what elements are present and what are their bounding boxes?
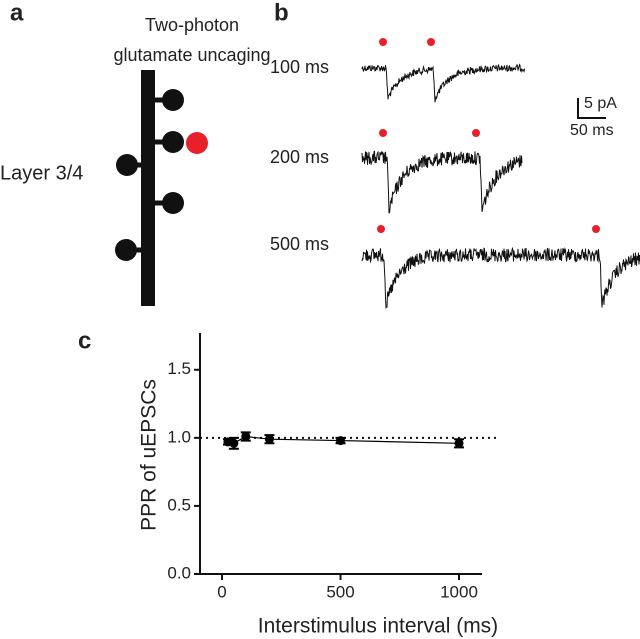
data-point (454, 438, 464, 448)
stimulus-dot (472, 129, 480, 137)
data-point (229, 438, 239, 448)
trace-label: 500 ms (270, 234, 329, 254)
panel-label: a (10, 0, 24, 26)
trace (361, 63, 526, 103)
trace-label: 100 ms (270, 57, 329, 77)
data-point (336, 436, 346, 446)
plot: 0.0 0.5 1.0 1.5 0 500 1000 (167, 333, 500, 601)
trace (361, 246, 640, 310)
x-tick-label: 0 (217, 582, 226, 601)
y-axis-label: PPR of uEPSCs (138, 379, 161, 531)
stimulus-dot (379, 38, 387, 46)
scale-bar-label: 5 pA (584, 95, 617, 112)
trace-label: 200 ms (270, 147, 329, 167)
panel-label: c (78, 327, 91, 354)
stimulus-dot (427, 38, 435, 46)
y-tick-label: 0.5 (167, 495, 191, 514)
x-axis-label: Interstimulus interval (ms) (258, 615, 498, 638)
neuron-diagram (115, 70, 208, 306)
x-tick-label: 1000 (440, 582, 478, 601)
scale-bar (577, 98, 606, 119)
data-point (241, 431, 251, 441)
stimulus-dot (377, 225, 385, 233)
uncaging-title: glutamate uncaging (113, 45, 270, 65)
stimulus-dot (592, 225, 600, 233)
traces (361, 38, 640, 310)
x-tick-label: 500 (326, 582, 354, 601)
scale-bar-label: 50 ms (570, 122, 614, 139)
data-point (264, 434, 274, 444)
panel-label: b (274, 0, 289, 26)
y-tick-label: 0.0 (167, 563, 191, 582)
y-tick-label: 1.0 (167, 427, 191, 446)
stimulus-dot (379, 129, 387, 137)
uncaging-title: Two-photon (145, 15, 239, 35)
layer-label: Layer 3/4 (0, 162, 83, 184)
y-tick-label: 1.5 (167, 359, 191, 378)
trace (361, 150, 523, 214)
